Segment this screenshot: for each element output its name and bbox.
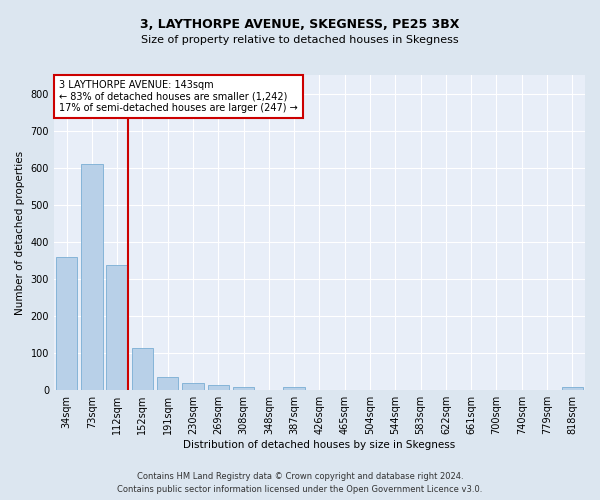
Text: 3, LAYTHORPE AVENUE, SKEGNESS, PE25 3BX: 3, LAYTHORPE AVENUE, SKEGNESS, PE25 3BX [140,18,460,30]
Bar [56,258,77,390]
Bar [106,265,128,390]
X-axis label: Distribution of detached houses by size in Skegness: Distribution of detached houses by size … [184,440,455,450]
Bar [131,348,153,390]
Bar [233,386,254,390]
Text: Contains public sector information licensed under the Open Government Licence v3: Contains public sector information licen… [118,485,482,494]
Text: Size of property relative to detached houses in Skegness: Size of property relative to detached ho… [141,35,459,45]
Text: 3 LAYTHORPE AVENUE: 143sqm
← 83% of detached houses are smaller (1,242)
17% of s: 3 LAYTHORPE AVENUE: 143sqm ← 83% of deta… [59,80,298,113]
Y-axis label: Number of detached properties: Number of detached properties [15,150,25,314]
Bar [81,164,103,390]
Text: Contains HM Land Registry data © Crown copyright and database right 2024.: Contains HM Land Registry data © Crown c… [137,472,463,481]
Bar [157,377,178,390]
Bar [283,386,305,390]
Bar [208,384,229,390]
Bar [562,387,583,390]
Bar [182,383,204,390]
